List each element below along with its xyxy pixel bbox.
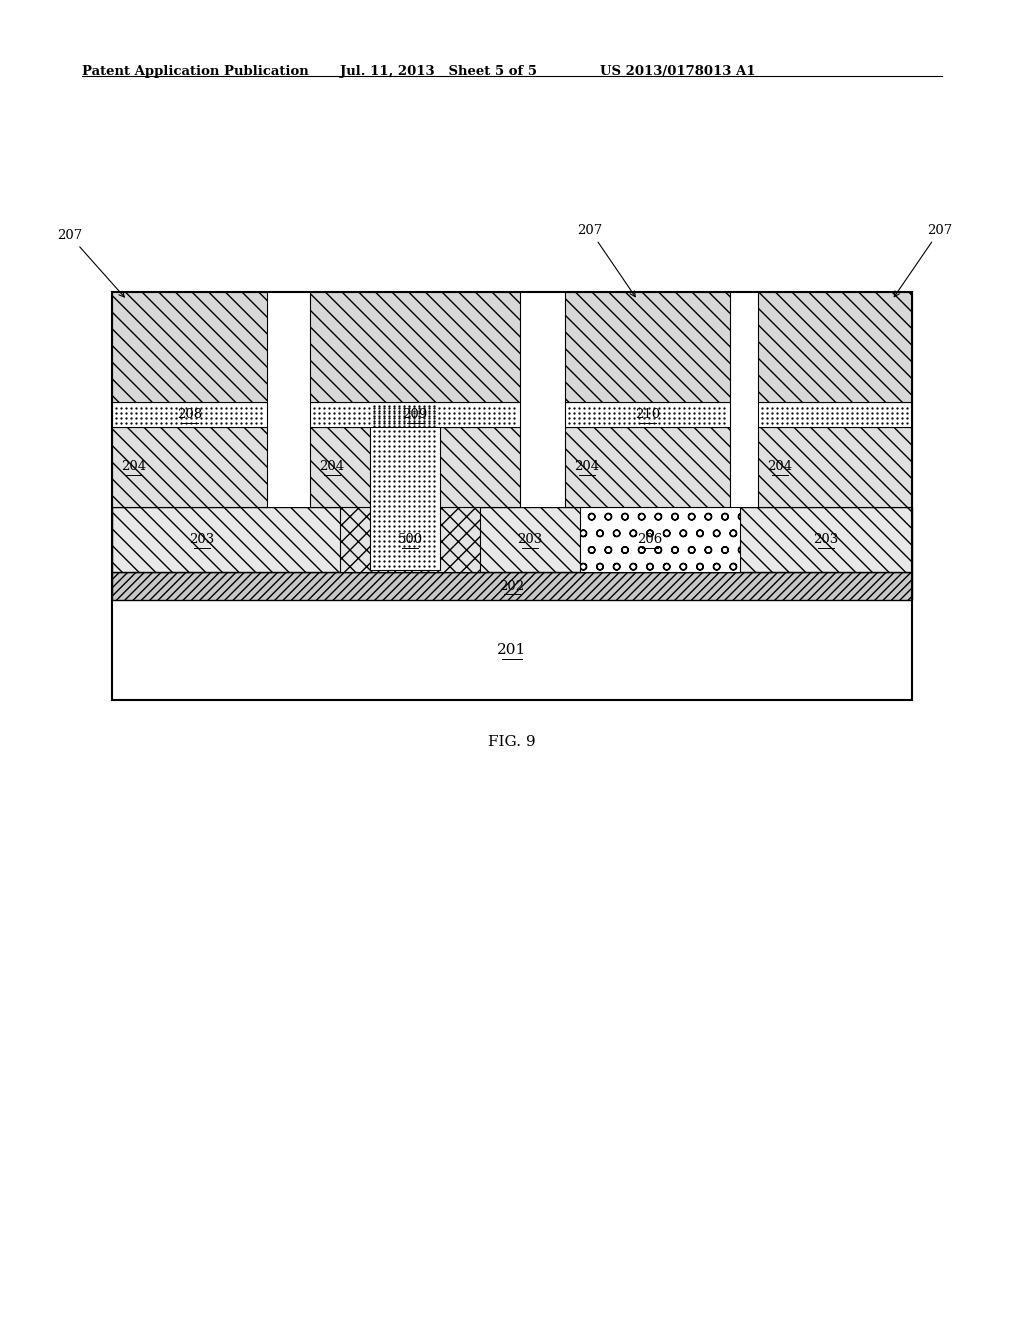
Text: FIG. 9: FIG. 9 xyxy=(488,735,536,748)
Text: 500: 500 xyxy=(397,533,423,546)
Text: 206: 206 xyxy=(637,533,663,546)
Text: Patent Application Publication: Patent Application Publication xyxy=(82,65,309,78)
Bar xyxy=(310,403,520,426)
Bar xyxy=(112,292,912,700)
Text: 203: 203 xyxy=(813,533,839,546)
Bar xyxy=(112,601,912,700)
Bar xyxy=(758,292,912,403)
Bar xyxy=(520,292,565,507)
Bar xyxy=(730,292,758,507)
Text: 204: 204 xyxy=(319,461,344,474)
Text: 207: 207 xyxy=(57,228,124,297)
Text: 207: 207 xyxy=(578,224,635,297)
Bar xyxy=(112,426,267,507)
Bar xyxy=(758,426,912,507)
Bar xyxy=(580,507,740,572)
Text: 204: 204 xyxy=(122,461,146,474)
Bar xyxy=(758,403,912,426)
Bar xyxy=(112,507,912,572)
Bar xyxy=(340,507,480,572)
Text: 203: 203 xyxy=(189,533,215,546)
Text: 202: 202 xyxy=(500,579,524,593)
Text: 209: 209 xyxy=(402,408,428,421)
Text: 204: 204 xyxy=(574,461,600,474)
Bar xyxy=(267,292,310,507)
Text: 210: 210 xyxy=(635,408,660,421)
Bar xyxy=(310,292,520,403)
Bar xyxy=(370,403,440,570)
Text: Jul. 11, 2013   Sheet 5 of 5: Jul. 11, 2013 Sheet 5 of 5 xyxy=(340,65,537,78)
Bar xyxy=(310,426,520,507)
Text: 207: 207 xyxy=(894,224,952,297)
Text: 208: 208 xyxy=(177,408,202,421)
Bar xyxy=(565,403,730,426)
Text: US 2013/0178013 A1: US 2013/0178013 A1 xyxy=(600,65,756,78)
Text: 201: 201 xyxy=(498,643,526,657)
Bar xyxy=(565,426,730,507)
Bar xyxy=(112,403,267,426)
Text: 204: 204 xyxy=(767,461,793,474)
Text: 203: 203 xyxy=(517,533,543,546)
Bar xyxy=(112,572,912,601)
Bar xyxy=(112,292,267,403)
Bar xyxy=(565,292,730,403)
